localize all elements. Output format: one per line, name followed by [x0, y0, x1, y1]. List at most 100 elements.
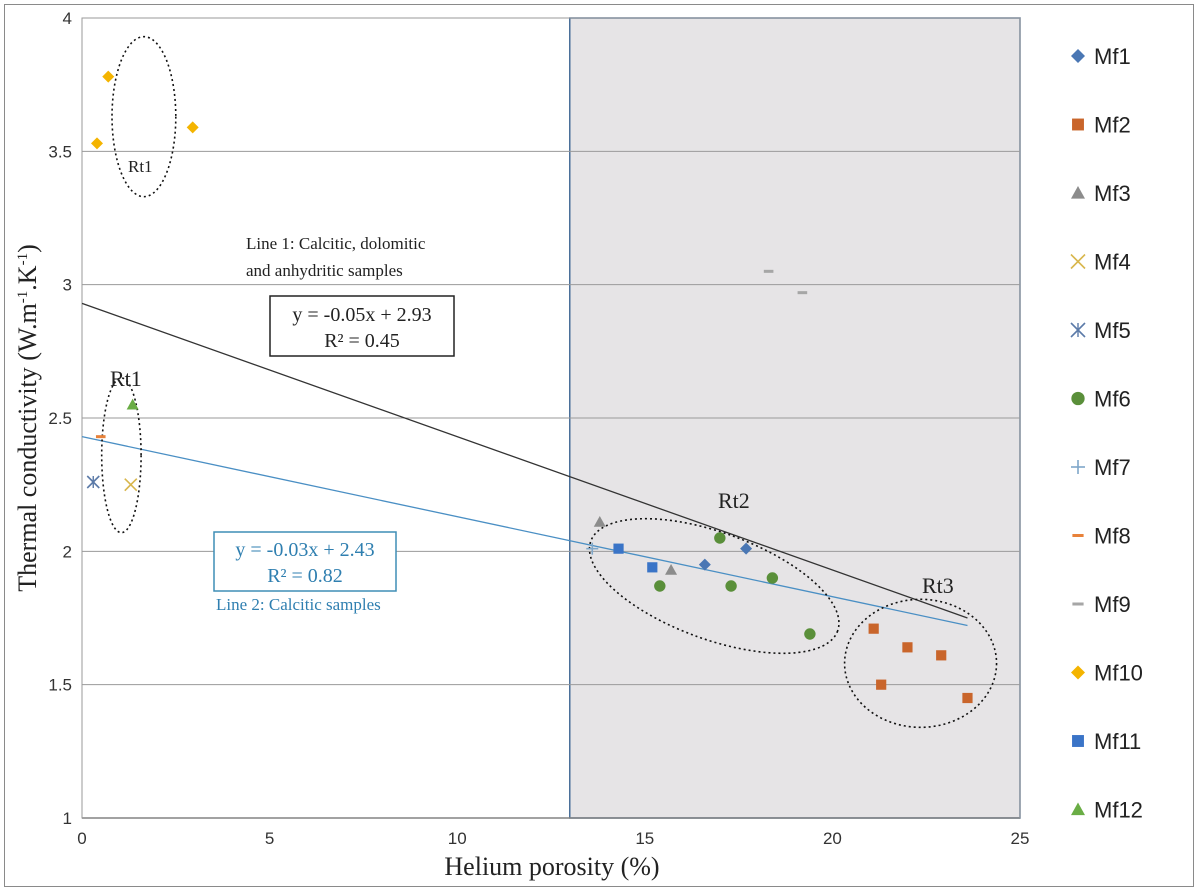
legend-marker [1071, 49, 1085, 63]
trendline [81, 436, 968, 627]
data-point-mf3 [593, 516, 606, 527]
legend-item-mf2: Mf2 [1072, 113, 1131, 138]
data-point-mf2 [902, 642, 913, 653]
group-ellipse [100, 377, 142, 534]
line2-equation: y = -0.03x + 2.43 [235, 539, 374, 561]
line1-r2: R² = 0.45 [324, 330, 400, 352]
data-point-mf10 [102, 70, 115, 83]
y-axis-title-mid: .K [13, 265, 42, 291]
x-tick-label: 15 [635, 829, 654, 848]
legend-marker [1071, 186, 1085, 199]
legend-marker [1072, 118, 1084, 131]
x-axis-title: Helium porosity (%) [444, 852, 659, 881]
legend-label: Mf10 [1094, 661, 1143, 686]
y-tick-label: 2 [63, 542, 72, 561]
data-point-mf11 [613, 543, 624, 554]
y-tick-label: 1 [63, 809, 72, 828]
line2-r2: R² = 0.82 [267, 565, 343, 587]
legend-marker [1071, 802, 1085, 816]
legend-marker [1072, 534, 1084, 537]
marker-stroke [1070, 253, 1086, 270]
line1-caption-1: Line 1: Calcitic, dolomitic [246, 234, 426, 253]
legend-label: Mf2 [1094, 113, 1131, 138]
legend: Mf1 Mf2 Mf3 Mf4 Mf5 Mf6 Mf7 Mf8 Mf9 Mf10 Mf11 Mf12 [1070, 44, 1143, 823]
legend-item-mf6: Mf6 [1071, 387, 1131, 412]
data-point-mf6 [766, 572, 779, 584]
x-tick-label: 0 [77, 829, 86, 848]
legend-label: Mf12 [1094, 798, 1143, 823]
plot-area [81, 17, 1021, 819]
legend-label: Mf9 [1094, 592, 1131, 617]
line2-caption: Line 2: Calcitic samples [216, 595, 381, 614]
group-ellipses [100, 35, 998, 729]
data-points [86, 70, 973, 704]
y-axis-title: Thermal conductivity (W.m-1.K-1) [13, 244, 42, 592]
legend-item-mf4: Mf4 [1070, 250, 1131, 275]
marker-stroke [124, 478, 138, 492]
group-ellipse [111, 35, 177, 198]
y-tick-label: 3.5 [48, 142, 72, 161]
legend-item-mf5: Mf5 [1070, 318, 1131, 343]
legend-item-mf7: Mf7 [1071, 455, 1131, 480]
rt1-upper-label: Rt1 [128, 157, 153, 176]
legend-item-mf9: Mf9 [1072, 592, 1131, 617]
line1-equation-box [269, 295, 455, 357]
data-point-mf6 [804, 628, 816, 640]
data-point-mf4 [124, 478, 138, 492]
legend-label: Mf1 [1094, 44, 1131, 69]
legend-label: Mf5 [1094, 318, 1131, 343]
x-tick-label: 5 [265, 829, 274, 848]
y-tick-label: 2.5 [48, 409, 72, 428]
data-point-mf3 [665, 564, 678, 575]
legend-item-mf8: Mf8 [1072, 524, 1131, 549]
data-point-mf2 [936, 650, 947, 661]
legend-label: Mf6 [1094, 387, 1131, 412]
y-axis-title-main: Thermal conductivity (W.m [13, 303, 42, 592]
data-point-mf6 [654, 580, 666, 592]
y-tick-label: 1.5 [48, 676, 72, 695]
data-point-mf11 [647, 562, 658, 573]
data-point-mf6 [714, 532, 726, 544]
rt2-label: Rt2 [718, 488, 750, 513]
y-tick-label: 3 [63, 276, 72, 295]
data-point-mf12 [126, 398, 139, 410]
legend-label: Mf11 [1094, 729, 1141, 754]
legend-label: Mf7 [1094, 455, 1131, 480]
rt3-label: Rt3 [922, 573, 954, 598]
group-ellipse [588, 517, 840, 655]
legend-item-mf1: Mf1 [1071, 44, 1131, 69]
x-tick-label: 10 [448, 829, 467, 848]
data-point-mf6 [725, 580, 737, 592]
legend-marker [1071, 460, 1085, 474]
trendline [81, 302, 968, 619]
data-point-mf2 [962, 692, 973, 704]
line2-equation-box [213, 531, 397, 592]
data-point-mf2 [868, 623, 879, 634]
axis-ticks: 0 5 10 15 20 25 1 1.5 2 2.5 3 3.5 4 [48, 9, 1029, 848]
legend-item-mf10: Mf10 [1071, 661, 1143, 686]
line1-equation: y = -0.05x + 2.93 [292, 304, 431, 326]
y-tick-label: 4 [63, 9, 72, 28]
data-point-mf7 [586, 542, 599, 555]
data-point-mf1 [740, 542, 753, 555]
legend-marker [1072, 602, 1084, 606]
line1-caption-2: and anhydritic samples [246, 261, 403, 280]
data-point-mf1 [698, 558, 711, 571]
legend-item-mf12: Mf12 [1071, 798, 1143, 823]
x-tick-label: 20 [823, 829, 842, 848]
legend-item-mf3: Mf3 [1071, 181, 1131, 206]
data-point-mf9 [797, 291, 808, 295]
legend-marker [1070, 253, 1086, 270]
trendlines [81, 302, 968, 627]
legend-label: Mf3 [1094, 181, 1131, 206]
data-point-mf9 [763, 269, 774, 273]
legend-marker [1070, 322, 1086, 338]
y-axis-title-end: ) [13, 244, 42, 253]
data-point-mf8 [95, 435, 106, 439]
legend-item-mf11: Mf11 [1072, 729, 1141, 754]
legend-marker [1072, 735, 1084, 747]
data-point-mf5 [86, 475, 100, 489]
y-axis-title-sup1: -1 [15, 291, 31, 304]
data-point-mf2 [876, 679, 887, 690]
